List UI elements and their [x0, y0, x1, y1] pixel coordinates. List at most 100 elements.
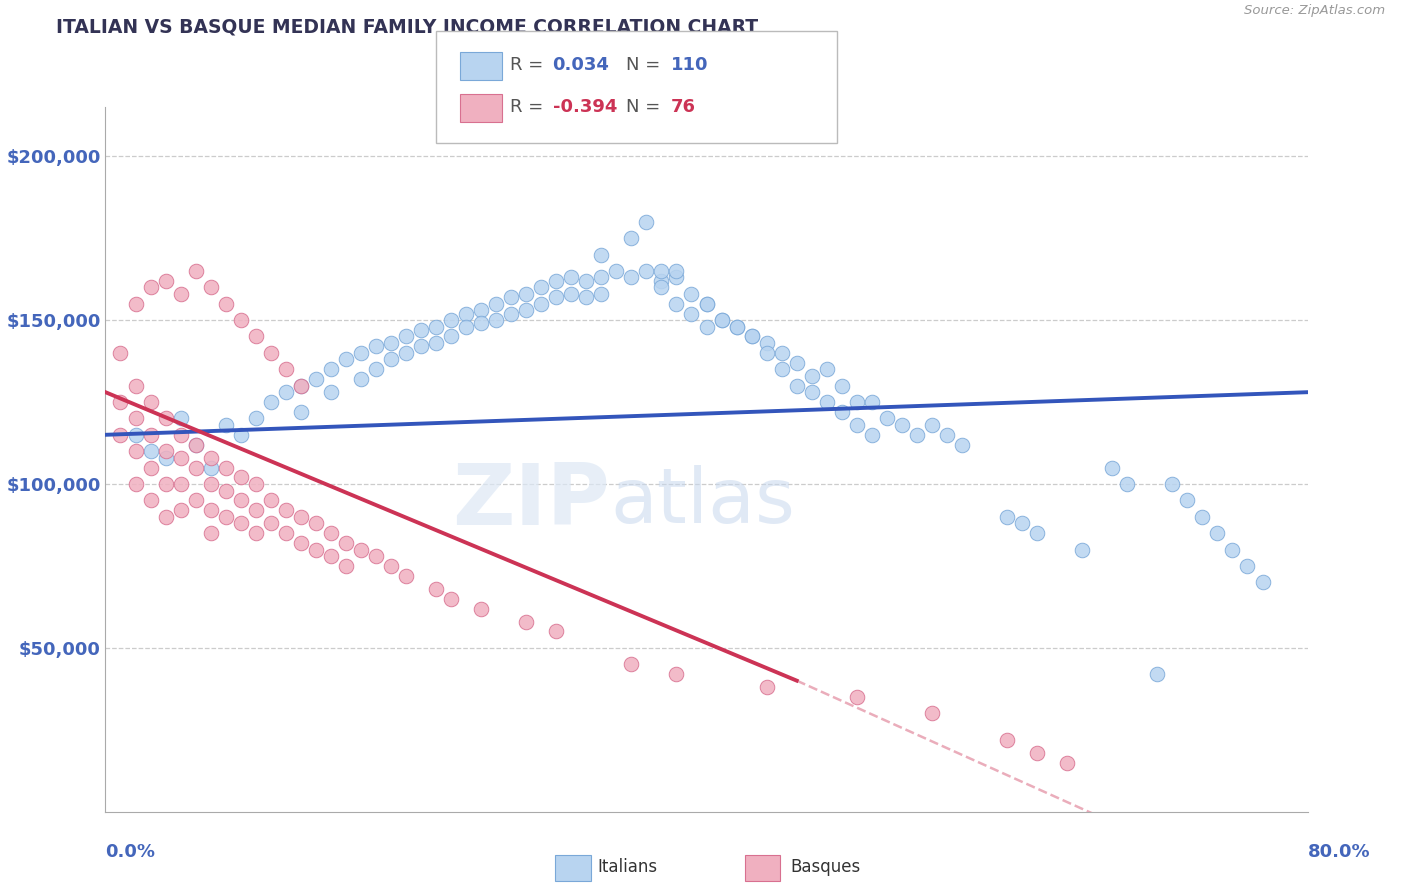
Point — [485, 296, 508, 310]
Point — [409, 323, 432, 337]
Point — [515, 286, 537, 301]
Point — [815, 395, 838, 409]
Point — [591, 286, 613, 301]
Point — [515, 615, 537, 629]
Point — [214, 483, 236, 498]
Point — [710, 313, 733, 327]
Point — [124, 378, 146, 392]
Point — [155, 274, 177, 288]
Point — [1026, 526, 1049, 541]
Point — [155, 444, 177, 458]
Point — [305, 372, 328, 386]
Point — [560, 286, 582, 301]
Point — [274, 503, 297, 517]
Point — [274, 526, 297, 541]
Text: 76: 76 — [671, 98, 696, 116]
Point — [1251, 575, 1274, 590]
Point — [350, 372, 373, 386]
Point — [831, 378, 853, 392]
Point — [184, 437, 207, 451]
Text: 110: 110 — [671, 56, 709, 74]
Point — [110, 395, 132, 409]
Point — [456, 319, 478, 334]
Point — [860, 395, 883, 409]
Point — [350, 346, 373, 360]
Point — [725, 319, 748, 334]
Point — [710, 313, 733, 327]
Point — [995, 732, 1018, 747]
Point — [260, 395, 283, 409]
Point — [139, 460, 162, 475]
Point — [364, 362, 387, 376]
Point — [665, 667, 688, 681]
Point — [319, 526, 342, 541]
Point — [1236, 558, 1258, 573]
Point — [380, 352, 402, 367]
Point — [681, 306, 703, 320]
Point — [245, 477, 267, 491]
Point — [169, 503, 191, 517]
Point — [890, 417, 912, 432]
Point — [229, 313, 252, 327]
Text: R =: R = — [510, 98, 550, 116]
Point — [1026, 746, 1049, 760]
Point — [139, 395, 162, 409]
Point — [800, 385, 823, 400]
Point — [546, 274, 568, 288]
Point — [184, 493, 207, 508]
Point — [605, 264, 627, 278]
Text: 80.0%: 80.0% — [1308, 843, 1371, 861]
Point — [755, 680, 778, 694]
Point — [155, 450, 177, 465]
Point — [470, 317, 492, 331]
Point — [696, 296, 718, 310]
Text: N =: N = — [626, 98, 659, 116]
Point — [725, 319, 748, 334]
Point — [380, 558, 402, 573]
Point — [425, 582, 447, 596]
Point — [860, 427, 883, 442]
Point — [440, 313, 463, 327]
Point — [636, 215, 658, 229]
Point — [110, 427, 132, 442]
Point — [1161, 477, 1184, 491]
Point — [1146, 667, 1168, 681]
Point — [139, 444, 162, 458]
Point — [124, 427, 146, 442]
Point — [229, 427, 252, 442]
Point — [364, 339, 387, 353]
Point — [229, 470, 252, 484]
Point — [440, 329, 463, 343]
Point — [200, 477, 222, 491]
Text: ZIP: ZIP — [453, 460, 610, 543]
Point — [274, 362, 297, 376]
Text: R =: R = — [510, 56, 550, 74]
Text: ITALIAN VS BASQUE MEDIAN FAMILY INCOME CORRELATION CHART: ITALIAN VS BASQUE MEDIAN FAMILY INCOME C… — [56, 18, 758, 37]
Point — [335, 352, 357, 367]
Point — [319, 385, 342, 400]
Point — [124, 444, 146, 458]
Text: -0.394: -0.394 — [553, 98, 617, 116]
Point — [169, 411, 191, 425]
Point — [485, 313, 508, 327]
Point — [770, 362, 793, 376]
Point — [845, 690, 868, 704]
Point — [184, 460, 207, 475]
Point — [260, 516, 283, 531]
Point — [770, 346, 793, 360]
Point — [260, 493, 283, 508]
Point — [260, 346, 283, 360]
Point — [530, 296, 553, 310]
Point — [696, 319, 718, 334]
Point — [1116, 477, 1139, 491]
Point — [409, 339, 432, 353]
Point — [229, 493, 252, 508]
Point — [214, 417, 236, 432]
Point — [470, 303, 492, 318]
Point — [319, 549, 342, 563]
Point — [184, 437, 207, 451]
Point — [425, 319, 447, 334]
Point — [395, 329, 418, 343]
Point — [1206, 526, 1229, 541]
Point — [139, 427, 162, 442]
